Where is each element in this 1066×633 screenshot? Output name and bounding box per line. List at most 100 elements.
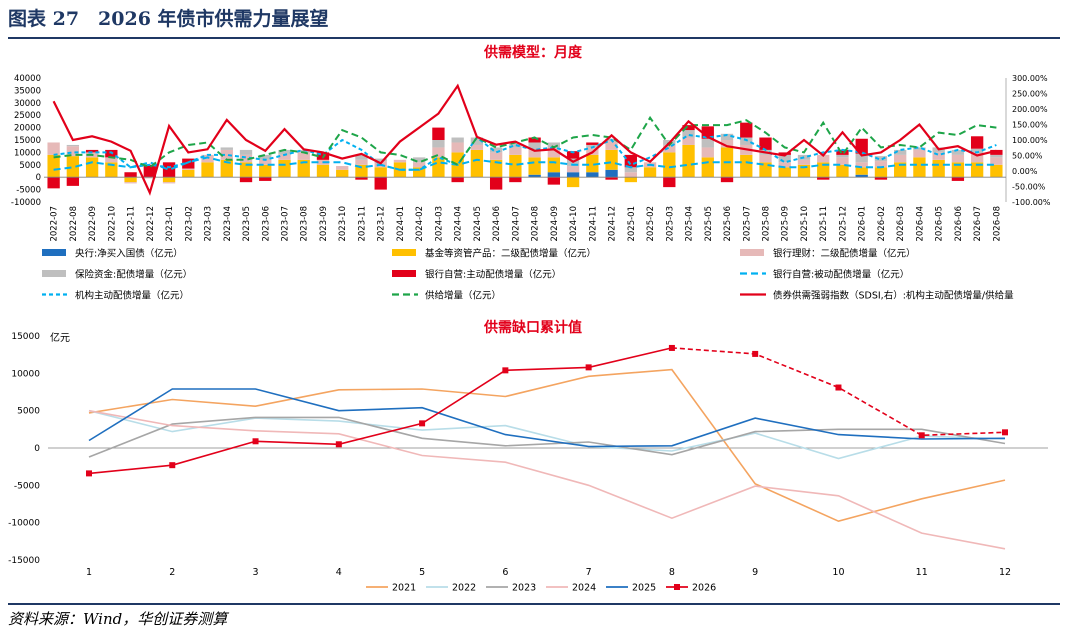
- bar-1: [566, 177, 580, 188]
- legend-marker: [674, 584, 680, 590]
- bar-2: [105, 157, 118, 163]
- x-tick-label: 2025-02: [646, 206, 656, 242]
- x-tick-label: 2022-07: [50, 206, 60, 242]
- bar-2: [432, 147, 445, 158]
- legend-swatch: [42, 249, 66, 256]
- legend-swatch: [42, 270, 66, 277]
- x-tick-label: 2023-09: [319, 206, 329, 242]
- x-tick-label: 2022-08: [69, 206, 79, 242]
- legend-label: 2026: [692, 583, 716, 594]
- bar-4: [586, 142, 599, 145]
- bar-1: [278, 159, 291, 178]
- bar-4: [85, 149, 99, 153]
- series-marker-2026: [1002, 429, 1008, 436]
- y-tick-label: 35000: [14, 86, 41, 96]
- bar-1: [528, 157, 541, 175]
- bar-2: [278, 154, 291, 160]
- x-tick-label: 2022-11: [127, 206, 137, 242]
- bottom-rule: [8, 603, 1060, 605]
- bar-0: [855, 174, 868, 178]
- bar-4: [817, 177, 830, 180]
- bar-2: [817, 154, 830, 163]
- series-line-3: [52, 83, 997, 196]
- series-marker-2026: [86, 470, 92, 477]
- x-tick-label: 2025-04: [685, 206, 695, 242]
- bar-2: [470, 144, 484, 150]
- bar-3: [239, 149, 253, 155]
- x-tick-label: 3: [253, 567, 259, 578]
- bar-4: [874, 177, 888, 180]
- bar-1: [220, 159, 233, 178]
- legend-label: 2025: [632, 583, 656, 594]
- x-tick-label: 2025-06: [723, 206, 733, 242]
- bar-1: [970, 162, 984, 178]
- bar-0: [605, 169, 618, 178]
- bar-2: [913, 149, 926, 158]
- bar-2: [566, 166, 580, 173]
- bar-4: [489, 177, 503, 190]
- bar-1: [932, 159, 945, 178]
- bar-4: [759, 137, 772, 150]
- bar-0: [547, 172, 561, 178]
- x-tick-label: 2023-06: [261, 206, 271, 242]
- bar-3: [836, 154, 849, 158]
- bar-2: [701, 147, 714, 158]
- bar-1: [182, 169, 195, 178]
- bar-4: [66, 177, 80, 186]
- x-tick-label: 2025-08: [762, 206, 772, 242]
- y-tick-label: 0: [36, 173, 41, 183]
- bar-4: [605, 177, 618, 180]
- bar-2: [143, 177, 156, 179]
- bar-0: [566, 172, 580, 178]
- series-marker-2026: [335, 441, 342, 448]
- legend-label: 供给增量（亿元）: [425, 290, 501, 302]
- y-tick-label: 15000: [11, 332, 40, 342]
- bar-2: [624, 172, 637, 178]
- source-note: 资料来源：Wind，华创证券测算: [8, 610, 228, 628]
- bar-3: [451, 137, 464, 143]
- x-tick-label: 2023-08: [300, 206, 310, 242]
- y-tick-label: -10000: [8, 519, 40, 529]
- x-tick-label: 6: [502, 567, 508, 578]
- y2-tick-label: 300.00%: [1012, 74, 1048, 83]
- bar-2: [47, 142, 60, 155]
- x-tick-label: 2024-06: [492, 206, 502, 242]
- series-marker-2026: [918, 432, 925, 439]
- bar-0: [586, 172, 599, 178]
- x-tick-label: 2026-07: [973, 206, 983, 242]
- legend-label: 银行理财：二级配债增量（亿元）: [773, 248, 916, 260]
- bar-2: [355, 159, 368, 165]
- y-tick-label: -15000: [8, 556, 40, 566]
- x-tick-label: 2023-03: [204, 206, 214, 242]
- y-tick-label: 0: [34, 444, 40, 454]
- bar-3: [970, 148, 984, 154]
- series-line-2024: [88, 409, 1006, 550]
- bar-4: [720, 177, 734, 183]
- bar-2: [220, 149, 233, 160]
- bar-2: [874, 161, 888, 168]
- bar-1: [682, 144, 695, 178]
- legend-swatch: [392, 249, 416, 256]
- bar-4: [143, 164, 156, 178]
- legend-label: 2021: [392, 583, 416, 594]
- series-marker-2026: [752, 350, 759, 357]
- bar-3: [624, 167, 637, 173]
- x-tick-label: 2024-03: [434, 206, 444, 242]
- bar-4: [682, 125, 695, 131]
- bar-4: [355, 177, 368, 180]
- y-tick-label: 5000: [17, 407, 40, 417]
- y-axis-unit: 亿元: [50, 331, 70, 344]
- bar-2: [836, 157, 849, 165]
- bar-1: [47, 154, 60, 178]
- bar-2: [239, 154, 253, 163]
- bar-4: [566, 151, 580, 159]
- bar-1: [124, 177, 137, 183]
- bar-4: [836, 149, 849, 155]
- x-tick-label: 2026-05: [935, 206, 945, 242]
- bar-1: [740, 154, 753, 178]
- x-tick-label: 4: [336, 567, 342, 578]
- x-tick-label: 2024-08: [531, 206, 541, 242]
- chart1-title: 供需模型：月度: [483, 44, 583, 61]
- legend-label: 银行自营:被动配债增量（亿元）: [773, 269, 909, 281]
- bar-1: [817, 162, 830, 178]
